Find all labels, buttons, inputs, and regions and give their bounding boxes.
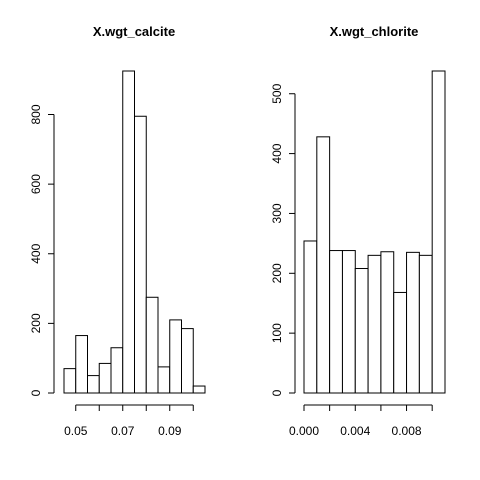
y-tick-label: 200 (29, 313, 43, 333)
y-tick-label: 0 (29, 389, 43, 396)
bar (145, 296, 159, 394)
bar (134, 115, 147, 394)
bar (393, 291, 408, 394)
chart-title: X.wgt_calcite (93, 24, 175, 39)
bar (303, 240, 318, 394)
y-tick-label: 100 (270, 323, 284, 343)
bar (169, 319, 182, 394)
bar (341, 250, 356, 394)
bar (122, 70, 135, 394)
y-tick-label: 0 (270, 389, 284, 396)
bar (110, 347, 124, 394)
x-tick-label: 0.09 (158, 424, 182, 438)
bar (181, 328, 194, 394)
bar (75, 335, 88, 394)
y-tick-label: 400 (29, 243, 43, 263)
x-tick-label: 0.004 (340, 424, 370, 438)
bar (406, 251, 420, 394)
bar (380, 251, 395, 394)
x-tick-label: 0.008 (392, 424, 422, 438)
bar (431, 70, 446, 394)
y-tick-label: 800 (29, 104, 43, 124)
bar (367, 254, 382, 394)
x-tick-label: 0.000 (289, 424, 319, 438)
bar (87, 375, 100, 394)
y-tick-label: 400 (270, 143, 284, 163)
y-tick-label: 200 (270, 263, 284, 283)
y-tick-label: 500 (270, 83, 284, 103)
x-tick-label: 0.07 (111, 424, 135, 438)
bar (354, 268, 369, 394)
chart-title: X.wgt_chlorite (330, 24, 419, 39)
bar (192, 385, 206, 394)
y-tick-label: 600 (29, 174, 43, 194)
bar (157, 366, 171, 394)
bar (329, 250, 343, 394)
bar (316, 136, 331, 394)
bar (63, 368, 77, 394)
x-tick-label: 0.05 (64, 424, 88, 438)
bar (418, 254, 433, 394)
y-tick-label: 300 (270, 203, 284, 223)
bar (98, 362, 112, 394)
